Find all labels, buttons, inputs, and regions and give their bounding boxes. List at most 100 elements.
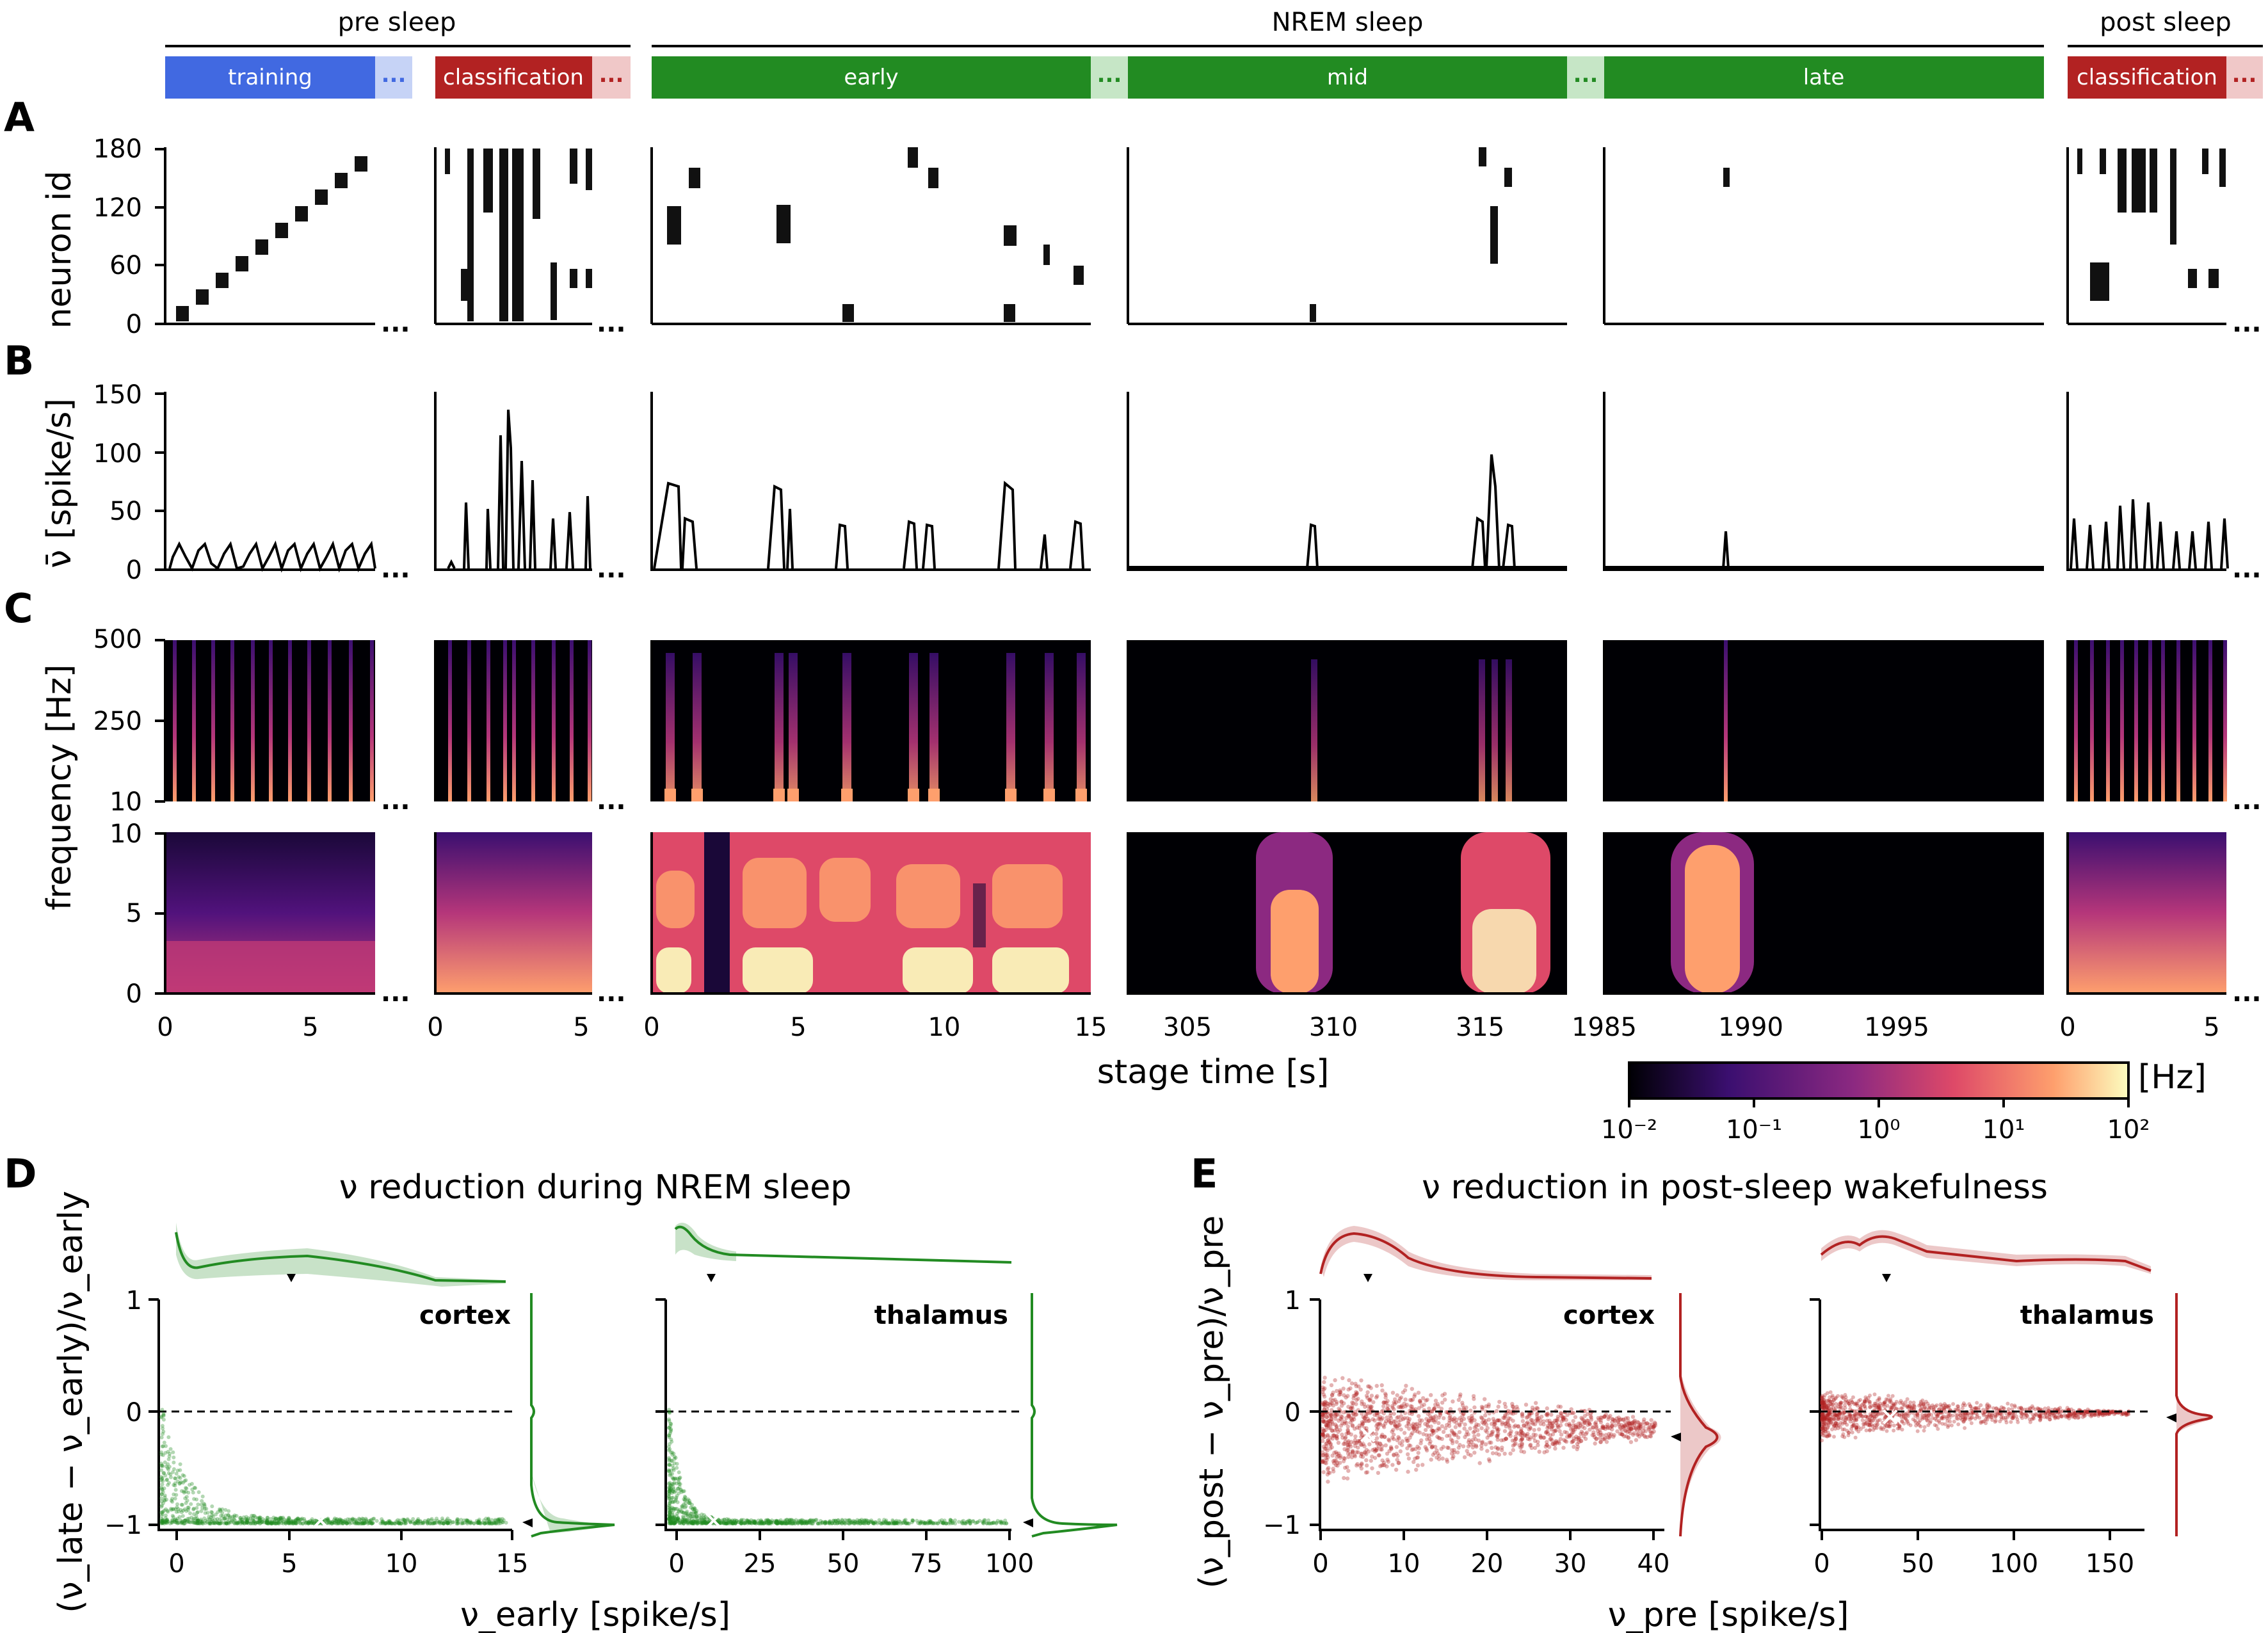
scatter-point (1392, 1453, 1396, 1458)
scatter-point (734, 1520, 737, 1525)
scatter-point (1636, 1424, 1641, 1429)
scatter-point (344, 1521, 349, 1525)
scatter-point (1338, 1417, 1343, 1421)
ellipsis: ... (599, 62, 624, 88)
scatter-point (171, 1470, 175, 1474)
scatter-point (1514, 1436, 1518, 1441)
scatter-point (1465, 1429, 1469, 1434)
scatter-point (1576, 1421, 1581, 1426)
scatter-point (161, 1471, 166, 1476)
scatter-point (671, 1490, 675, 1493)
scatter-point (259, 1521, 263, 1525)
scatter-point (1347, 1414, 1351, 1419)
scatter-point (246, 1516, 251, 1520)
scatter-point (276, 1518, 280, 1522)
scatter-point (223, 1508, 228, 1512)
scatter-point (921, 1521, 926, 1525)
scatter-point (1359, 1451, 1363, 1456)
scatter-point (221, 1514, 225, 1518)
scatter-point (1353, 1434, 1358, 1439)
scatter-point (238, 1516, 243, 1520)
scatter-point (312, 1521, 316, 1525)
scatter-point (168, 1451, 172, 1456)
scatter-point (1496, 1428, 1501, 1432)
panel-d-y-label: (ν_late − ν_early)/ν_early (52, 1191, 90, 1613)
burst-stripe (2223, 640, 2227, 801)
scatter-point (1350, 1400, 1355, 1405)
scatter-point (1609, 1432, 1613, 1436)
scatter-point (1338, 1388, 1342, 1393)
scatter-point (296, 1518, 301, 1522)
scatter-point (1397, 1396, 1403, 1401)
scatter-point (163, 1474, 168, 1477)
scatter-point (414, 1520, 418, 1524)
scatter-point (320, 1522, 324, 1525)
scatter-point (683, 1506, 688, 1509)
scatter-point (1454, 1440, 1459, 1444)
scatter-point (1524, 1433, 1529, 1438)
scatter-point (1525, 1431, 1530, 1436)
scatter-point (931, 1521, 935, 1525)
scatter-point (1536, 1443, 1540, 1447)
scatter-point (1525, 1436, 1531, 1441)
scatter-point (263, 1518, 268, 1522)
ellipsis: ... (2232, 554, 2262, 584)
scatter-point (360, 1516, 364, 1521)
scatter-point (257, 1516, 262, 1521)
scatter-point (1944, 1415, 1949, 1419)
scatter-point (1500, 1420, 1505, 1425)
scatter-point (1613, 1423, 1618, 1428)
scatter-point (1451, 1456, 1455, 1461)
scatter-point (668, 1520, 673, 1524)
scatter-point (840, 1521, 844, 1525)
scatter-point (668, 1516, 673, 1520)
scatter-point (694, 1518, 698, 1523)
scatter-point (1575, 1444, 1580, 1449)
scatter-point (716, 1522, 721, 1525)
scatter-point (1328, 1397, 1333, 1401)
scatter-point (1611, 1435, 1616, 1439)
scatter-point (245, 1520, 249, 1525)
scatter-point (788, 1518, 792, 1522)
scatter-point (243, 1518, 248, 1522)
scatter-point (342, 1520, 347, 1524)
scatter-point (208, 1522, 213, 1525)
scatter-point (484, 1516, 488, 1521)
scatter-point (371, 1521, 375, 1525)
scatter-point (170, 1500, 175, 1504)
scatter-point (836, 1520, 840, 1525)
y-tick: 60 (109, 251, 142, 280)
scatter-point (387, 1520, 392, 1524)
scatter-point (670, 1488, 673, 1492)
scatter-point (690, 1521, 695, 1525)
scatter-point (932, 1521, 936, 1525)
scatter-point (1472, 1451, 1477, 1455)
scatter-point (725, 1521, 729, 1525)
scatter-point (981, 1520, 985, 1524)
scatter-point (165, 1519, 170, 1524)
scatter-point (180, 1502, 184, 1507)
scatter-point (800, 1521, 804, 1525)
scatter-point (667, 1516, 671, 1521)
scatter-point (1545, 1419, 1550, 1423)
scatter-point (812, 1519, 816, 1524)
x-tick: 20 (1471, 1549, 1504, 1579)
scatter-point (961, 1518, 965, 1523)
scatter-point (677, 1485, 682, 1489)
scatter-point (1413, 1429, 1417, 1433)
scatter-point (308, 1518, 312, 1523)
scatter-point (418, 1519, 422, 1524)
scatter-point (832, 1521, 837, 1525)
scatter-point (306, 1521, 310, 1525)
scatter-point (725, 1521, 729, 1525)
scatter-point (669, 1508, 673, 1512)
scatter-point (1828, 1395, 1832, 1399)
scatter-point (992, 1520, 996, 1525)
scatter-point (218, 1521, 222, 1525)
scatter-point (274, 1521, 278, 1525)
scatter-point (693, 1509, 697, 1514)
scatter-point (1541, 1422, 1546, 1427)
scatter-point (1392, 1407, 1396, 1412)
scatter-point (1847, 1431, 1851, 1435)
scatter-point (1570, 1430, 1575, 1435)
